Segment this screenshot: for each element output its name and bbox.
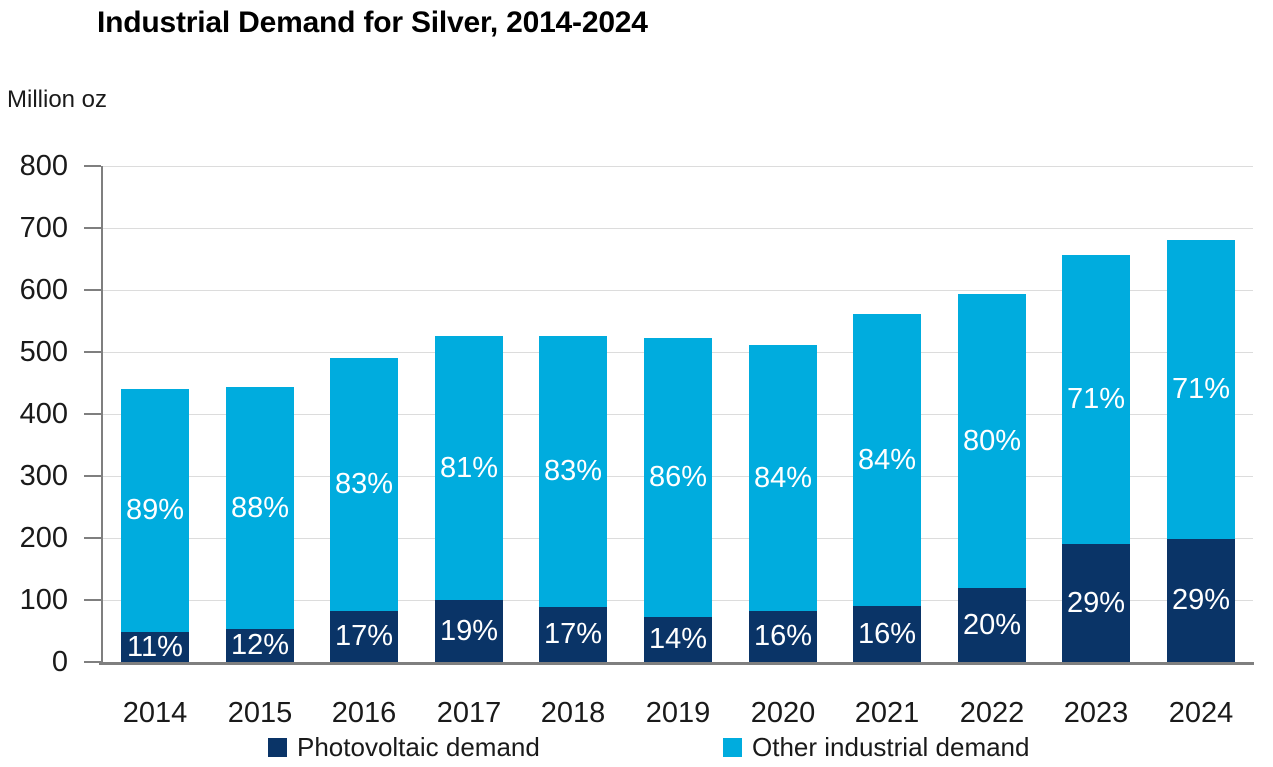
pv-pct-label-2022: 20% bbox=[962, 608, 1022, 641]
other-demand-segment-2014: 89% bbox=[121, 389, 189, 632]
y-axis-tick-800 bbox=[84, 165, 101, 167]
y-axis-label-700: 700 bbox=[19, 212, 68, 244]
pv-demand-segment-2020: 16% bbox=[749, 611, 817, 662]
y-axis-tick-0 bbox=[84, 661, 101, 663]
y-axis-label-200: 200 bbox=[19, 522, 68, 554]
other-pct-label-2016: 83% bbox=[334, 468, 394, 500]
legend-item-photovoltaic: Photovoltaic demand bbox=[268, 732, 540, 762]
y-axis-tick-500 bbox=[84, 351, 101, 353]
y-axis-label-0: 0 bbox=[51, 646, 68, 678]
x-axis-line bbox=[99, 662, 1254, 665]
other-pct-label-2017: 81% bbox=[439, 451, 499, 484]
x-axis-label-2015: 2015 bbox=[227, 697, 293, 729]
other-demand-segment-2018: 83% bbox=[539, 336, 607, 607]
pv-pct-label-2018: 17% bbox=[543, 618, 603, 650]
y-axis-label-800: 800 bbox=[19, 150, 68, 182]
legend-item-other-industrial: Other industrial demand bbox=[723, 732, 1029, 762]
pv-demand-segment-2014: 11% bbox=[121, 630, 189, 663]
y-axis-tick-400 bbox=[84, 413, 101, 415]
pv-pct-label-2023: 29% bbox=[1066, 586, 1126, 619]
other-demand-segment-2021: 84% bbox=[853, 314, 921, 606]
x-axis-label-2021: 2021 bbox=[854, 697, 920, 729]
y-axis-label-600: 600 bbox=[19, 274, 68, 306]
x-axis-label-2017: 2017 bbox=[436, 697, 502, 729]
pv-pct-label-2016: 17% bbox=[334, 620, 394, 652]
legend-label-photovoltaic: Photovoltaic demand bbox=[297, 731, 540, 762]
other-pct-label-2014: 89% bbox=[125, 494, 185, 526]
x-axis-label-2014: 2014 bbox=[122, 697, 188, 729]
y-axis-label-300: 300 bbox=[19, 460, 68, 492]
pv-pct-label-2015: 12% bbox=[230, 629, 290, 661]
y-axis-label-100: 100 bbox=[19, 584, 68, 616]
y-axis-tick-200 bbox=[84, 537, 101, 539]
other-pct-label-2015: 88% bbox=[230, 491, 290, 524]
pv-pct-label-2024: 29% bbox=[1171, 584, 1231, 616]
pv-demand-segment-2015: 12% bbox=[226, 629, 294, 662]
x-axis-label-2016: 2016 bbox=[331, 697, 397, 729]
other-demand-segment-2023: 71% bbox=[1062, 255, 1130, 544]
y-axis-label-400: 400 bbox=[19, 398, 68, 430]
pv-demand-segment-2024: 29% bbox=[1167, 539, 1235, 662]
pv-pct-label-2021: 16% bbox=[857, 617, 917, 650]
chart-title: Industrial Demand for Silver, 2014-2024 bbox=[97, 6, 648, 39]
pv-pct-label-2017: 19% bbox=[439, 614, 499, 647]
pv-pct-label-2014: 11% bbox=[127, 630, 183, 663]
other-pct-label-2018: 83% bbox=[543, 455, 603, 487]
x-axis-label-2018: 2018 bbox=[540, 697, 606, 729]
other-demand-segment-2020: 84% bbox=[749, 345, 817, 611]
y-axis-tick-100 bbox=[84, 599, 101, 601]
pv-demand-segment-2022: 20% bbox=[958, 588, 1026, 662]
pv-demand-segment-2017: 19% bbox=[435, 600, 503, 662]
gridline-700 bbox=[103, 228, 1253, 229]
plot-area: 89% 11% 88% 12% 83% 17% 81% 19% 83% 17% 86% 14% 84% 1… bbox=[103, 166, 1253, 663]
x-axis-label-2020: 2020 bbox=[750, 697, 816, 729]
other-pct-label-2024: 71% bbox=[1171, 373, 1231, 405]
pv-demand-segment-2021: 16% bbox=[853, 606, 921, 662]
pv-pct-label-2020: 16% bbox=[753, 620, 813, 652]
other-pct-label-2021: 84% bbox=[857, 443, 917, 476]
other-pct-label-2023: 71% bbox=[1066, 383, 1126, 415]
pv-demand-segment-2016: 17% bbox=[330, 611, 398, 662]
pv-demand-segment-2018: 17% bbox=[539, 607, 607, 662]
y-axis-label-500: 500 bbox=[19, 336, 68, 368]
other-demand-segment-2024: 71% bbox=[1167, 240, 1235, 539]
y-axis-unit-label: Million oz bbox=[7, 86, 108, 113]
y-axis-tick-300 bbox=[84, 475, 101, 477]
x-axis-label-2023: 2023 bbox=[1063, 697, 1129, 729]
x-axis-label-2019: 2019 bbox=[645, 697, 711, 729]
other-demand-segment-2016: 83% bbox=[330, 358, 398, 611]
other-pct-label-2019: 86% bbox=[648, 461, 708, 493]
pv-demand-segment-2023: 29% bbox=[1062, 544, 1130, 662]
gridline-800 bbox=[103, 166, 1253, 167]
legend-label-other-industrial: Other industrial demand bbox=[752, 731, 1030, 762]
pv-pct-label-2019: 14% bbox=[648, 623, 708, 655]
other-demand-segment-2022: 80% bbox=[958, 294, 1026, 588]
other-demand-segment-2017: 81% bbox=[435, 336, 503, 600]
other-demand-segment-2015: 88% bbox=[226, 387, 294, 629]
pv-demand-segment-2019: 14% bbox=[644, 617, 712, 662]
x-axis-label-2022: 2022 bbox=[959, 697, 1025, 729]
y-axis-tick-700 bbox=[84, 227, 101, 229]
legend-swatch-other-industrial-icon bbox=[723, 737, 742, 757]
other-demand-segment-2019: 86% bbox=[644, 338, 712, 617]
y-axis-tick-600 bbox=[84, 289, 101, 291]
x-axis-label-2024: 2024 bbox=[1168, 697, 1234, 729]
y-axis-line bbox=[101, 166, 103, 663]
gridline-600 bbox=[103, 290, 1253, 291]
other-pct-label-2020: 84% bbox=[753, 461, 813, 494]
legend-swatch-photovoltaic-icon bbox=[268, 737, 287, 757]
other-pct-label-2022: 80% bbox=[962, 424, 1022, 457]
